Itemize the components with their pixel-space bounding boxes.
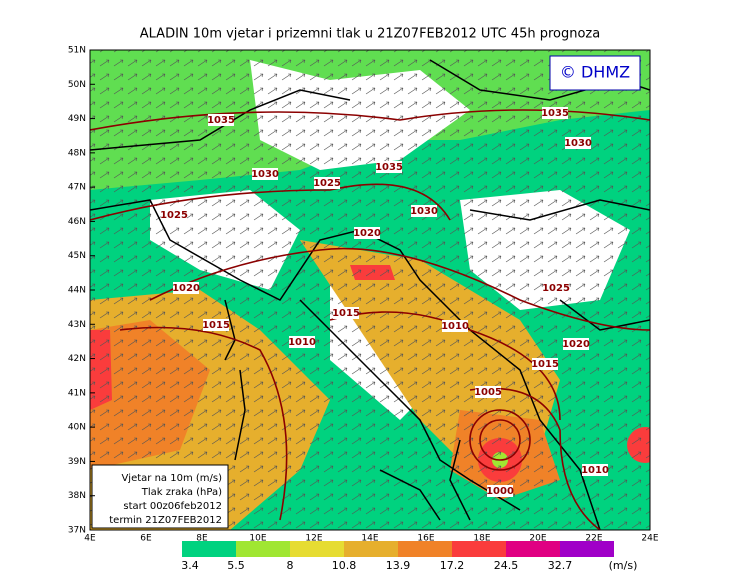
isobar-label: 1020 xyxy=(562,339,590,350)
title: ALADIN 10m vjetar i prizemni tlak u 21Z0… xyxy=(140,27,600,42)
colorbar-label: 8 xyxy=(287,559,294,572)
isobar-label-bg xyxy=(289,336,315,348)
isobar-label-bg xyxy=(582,464,608,476)
isobar-label: 1010 xyxy=(441,321,469,332)
isobar-label: 1010 xyxy=(288,337,316,348)
lon-label: 4E xyxy=(84,534,96,544)
lon-label: 18E xyxy=(473,534,490,544)
colorbar-segment xyxy=(560,541,614,557)
colorbar-label: 13.9 xyxy=(386,559,411,572)
lat-label: 37N xyxy=(68,526,86,536)
isobar-label-bg xyxy=(532,358,558,370)
colorbar-segment xyxy=(182,541,236,557)
colorbar-segment xyxy=(452,541,506,557)
isobar-label: 1025 xyxy=(313,178,341,189)
isobar-label-bg xyxy=(314,177,340,189)
isobar-label: 1020 xyxy=(172,283,200,294)
colorbar-segment xyxy=(506,541,560,557)
info-line: Tlak zraka (hPa) xyxy=(141,487,222,498)
isobar-label: 1015 xyxy=(202,320,230,331)
colorbar-label: 3.4 xyxy=(181,559,199,572)
lon-label: 6E xyxy=(140,534,152,544)
lon-label: 16E xyxy=(417,534,434,544)
lat-label: 45N xyxy=(68,251,86,261)
isobar-label-bg xyxy=(565,137,591,149)
colorbar-label: 17.2 xyxy=(440,559,465,572)
lat-label: 46N xyxy=(68,217,86,227)
info-box xyxy=(91,464,229,529)
isobar-label-bg xyxy=(208,114,234,126)
lat-label: 43N xyxy=(68,320,86,330)
lon-label: 14E xyxy=(361,534,378,544)
isobar-label: 1025 xyxy=(542,283,570,294)
lat-label: 39N xyxy=(68,457,86,467)
isobar-label: 1035 xyxy=(375,162,403,173)
logo-box xyxy=(549,55,641,91)
isobar-label-bg xyxy=(442,320,468,332)
isobar-label-bg xyxy=(543,282,569,294)
colorbar-label: 10.8 xyxy=(332,559,357,572)
isobar-label: 1025 xyxy=(160,210,188,221)
isobar-label-bg xyxy=(411,205,437,217)
lat-label: 50N xyxy=(68,80,86,90)
isobar-label: 1030 xyxy=(410,206,438,217)
lat-label: 42N xyxy=(68,354,86,364)
isobar-label: 1015 xyxy=(332,308,360,319)
lat-label: 38N xyxy=(68,491,86,501)
isobar-label: 1020 xyxy=(353,228,381,239)
colorbar-label: 5.5 xyxy=(227,559,245,572)
lon-label: 10E xyxy=(249,534,266,544)
isobar-label-bg xyxy=(354,227,380,239)
colorbar-segment xyxy=(398,541,452,557)
isobar-label: 1030 xyxy=(564,138,592,149)
isobar-label-bg xyxy=(252,168,278,180)
isobar-label-bg xyxy=(376,161,402,173)
isobar-label: 1000 xyxy=(486,486,514,497)
info-line: Vjetar na 10m (m/s) xyxy=(121,473,222,484)
lon-label: 20E xyxy=(529,534,546,544)
lat-label: 41N xyxy=(68,388,86,398)
lat-label: 47N xyxy=(68,183,86,193)
info-line: start 00z06feb2012 xyxy=(123,501,222,512)
colorbar-segment xyxy=(290,541,344,557)
isobar-label-bg xyxy=(203,319,229,331)
lat-label: 48N xyxy=(68,148,86,158)
isobar-label-bg xyxy=(173,282,199,294)
logo: © DHMZ xyxy=(560,63,630,82)
isobar-label: 1035 xyxy=(541,108,569,119)
isobar-label: 1010 xyxy=(581,465,609,476)
lon-label: 8E xyxy=(196,534,208,544)
colorbar-label: 32.7 xyxy=(548,559,573,572)
isobar-label-bg xyxy=(475,386,501,398)
colorbar-segment xyxy=(236,541,290,557)
lon-label: 24E xyxy=(641,534,658,544)
colorbar-unit: (m/s) xyxy=(609,559,638,572)
isobar-label-bg xyxy=(542,107,568,119)
isobar-label: 1005 xyxy=(474,387,502,398)
isobar-label: 1035 xyxy=(207,115,235,126)
colorbar-label: 24.5 xyxy=(494,559,519,572)
lat-label: 51N xyxy=(68,46,86,56)
lat-label: 40N xyxy=(68,423,86,433)
info-line: termin 21Z07FEB2012 xyxy=(109,515,222,526)
lon-label: 12E xyxy=(305,534,322,544)
lat-label: 44N xyxy=(68,286,86,296)
lat-label: 49N xyxy=(68,114,86,124)
isobar-label-bg xyxy=(563,338,589,350)
isobar-label-bg xyxy=(487,485,513,497)
isobar-label: 1030 xyxy=(251,169,279,180)
isobar-label-bg xyxy=(161,209,187,221)
colorbar-segment xyxy=(344,541,398,557)
isobar-label-bg xyxy=(333,307,359,319)
isobar-label: 1015 xyxy=(531,359,559,370)
lon-label: 22E xyxy=(585,534,602,544)
